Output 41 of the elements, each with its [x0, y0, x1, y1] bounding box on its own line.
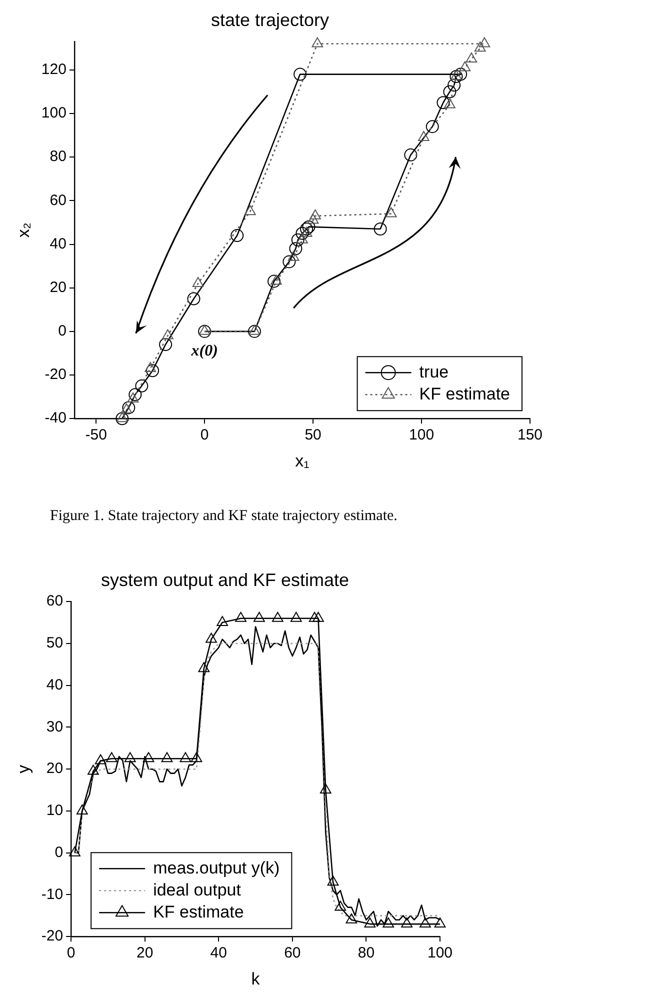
- x-tick-label: 0: [200, 426, 209, 444]
- x-tick-label: 40: [210, 944, 227, 962]
- y-tick-label: -20: [44, 366, 66, 384]
- y-tick-label: 120: [41, 61, 66, 78]
- chart-title: state trajectory: [210, 10, 330, 30]
- y-tick-label: 40: [50, 235, 66, 252]
- annotation: x(0): [190, 342, 218, 360]
- y-tick-label: 10: [46, 802, 64, 820]
- chart-title: system output and KF estimate: [100, 570, 350, 590]
- y-tick-label: -10: [41, 886, 64, 903]
- y-tick-label: 0: [54, 844, 64, 861]
- y-tick-label: 80: [50, 148, 66, 166]
- x-tick-label: 100: [409, 426, 434, 444]
- y-tick-label: 60: [50, 192, 66, 209]
- x-tick-label: 100: [427, 944, 453, 962]
- y-tick-label: 0: [58, 322, 66, 340]
- y-tick-label: -20: [41, 928, 64, 945]
- y-axis-title: y: [14, 764, 33, 774]
- x-tick-label: 20: [136, 944, 154, 962]
- x-axis-title: x₁: [295, 451, 310, 470]
- x-axis-title: k: [251, 969, 260, 988]
- legend-label: KF estimate: [419, 384, 510, 404]
- x-tick-label: 80: [358, 944, 375, 962]
- y-tick-label: 50: [46, 634, 64, 652]
- x-tick-label: 50: [304, 426, 322, 444]
- y-axis-title: x₂: [14, 222, 33, 238]
- caption: Figure 1. State trajectory and KF state trajectory estimate.: [50, 508, 398, 525]
- y-tick-label: 100: [41, 104, 66, 122]
- y-tick-label: 20: [46, 760, 64, 778]
- y-tick-label: -40: [44, 410, 66, 427]
- legend-label: meas.output y(k): [153, 858, 280, 878]
- y-tick-label: 20: [50, 278, 66, 296]
- y-tick-label: 60: [46, 592, 64, 610]
- x-tick-label: 150: [517, 426, 543, 444]
- y-tick-label: 30: [46, 718, 64, 736]
- x-tick-label: 60: [284, 944, 301, 962]
- legend-label: true: [419, 362, 449, 382]
- legend-label: ideal output: [153, 880, 242, 900]
- legend-label: KF estimate: [153, 902, 244, 922]
- y-tick-label: 40: [46, 676, 64, 694]
- x-tick-label: -50: [85, 426, 107, 444]
